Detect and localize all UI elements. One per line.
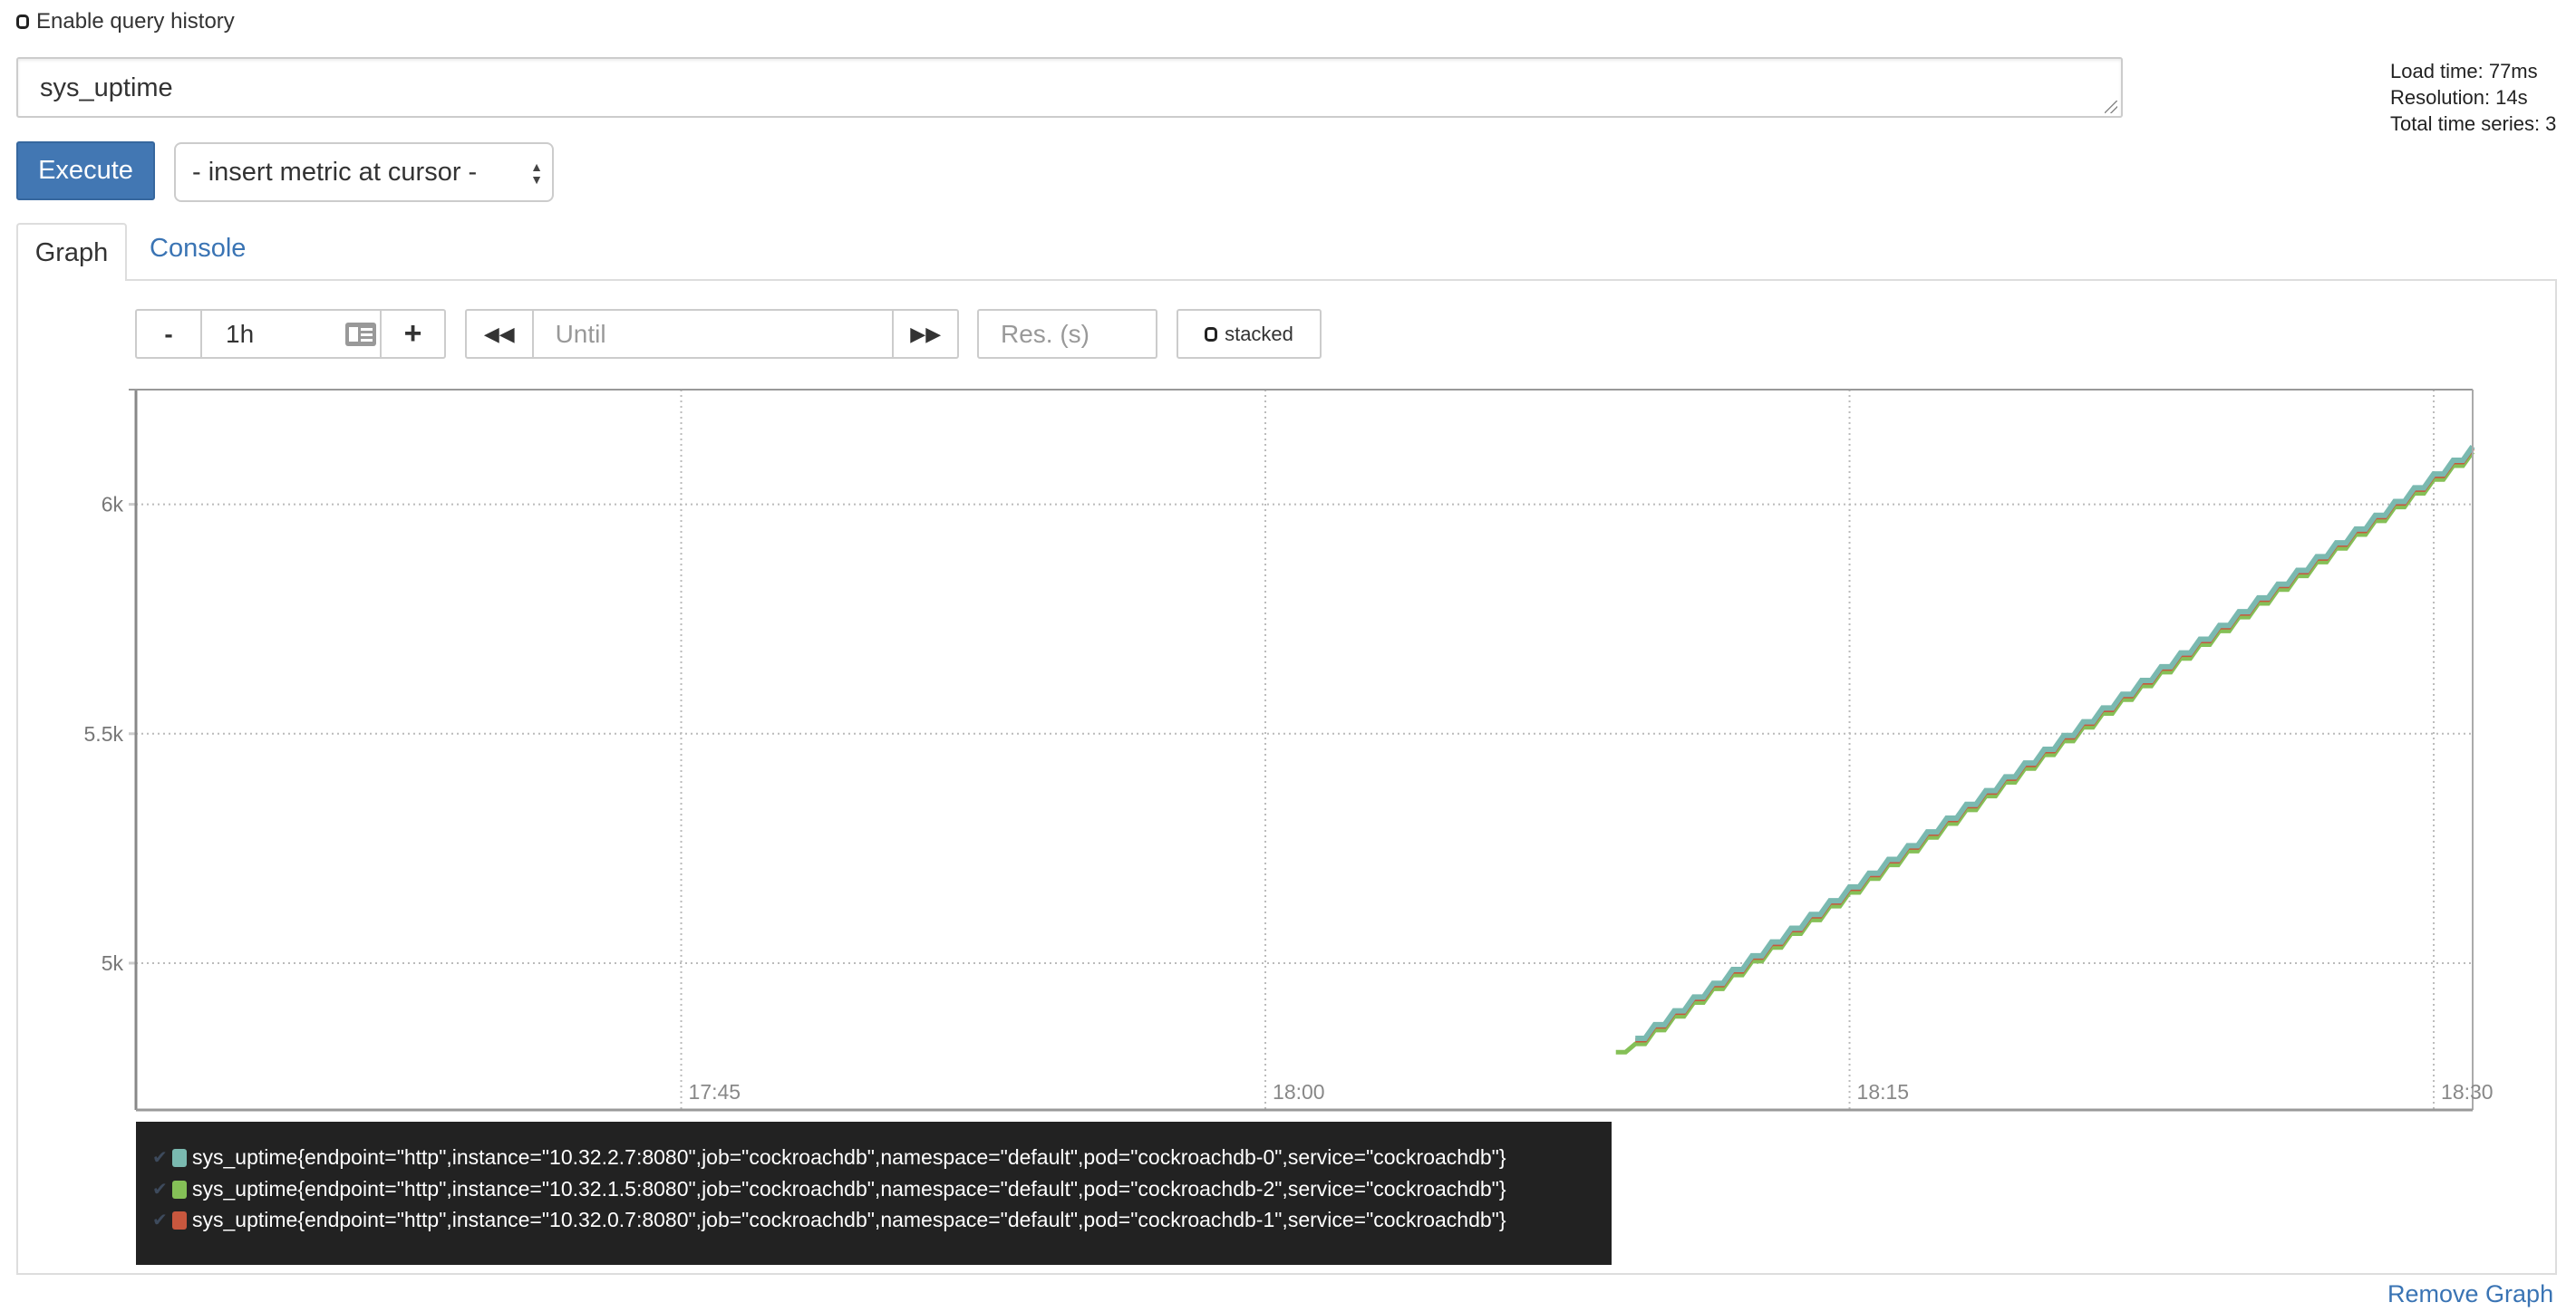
series-swatch <box>172 1148 187 1167</box>
until-control: ◀◀ Until ▶▶ <box>465 309 959 359</box>
legend-label: sys_uptime{endpoint="http",instance="10.… <box>192 1177 1506 1201</box>
check-icon: ✔ <box>152 1148 168 1168</box>
load-time: Load time: 77ms <box>2390 60 2538 82</box>
tab-graph[interactable]: Graph <box>16 223 127 281</box>
remove-graph-link[interactable]: Remove Graph <box>2387 1280 2554 1307</box>
range-decrease-button[interactable]: - <box>137 311 202 357</box>
expression-input[interactable]: sys_uptime <box>16 57 2123 118</box>
total-series: Total time series: 3 <box>2390 112 2557 135</box>
range-value: 1h <box>226 319 255 348</box>
select-arrows-icon: ▲ ▼ <box>530 159 543 187</box>
fast-forward-icon: ▶▶ <box>910 322 942 345</box>
resolution-input[interactable]: Res. (s) <box>1001 319 1089 348</box>
check-icon: ✔ <box>152 1211 168 1230</box>
calendar-list-icon <box>345 322 376 346</box>
legend-label: sys_uptime{endpoint="http",instance="10.… <box>192 1145 1506 1169</box>
insert-metric-label: - insert metric at cursor - <box>192 157 478 187</box>
resolution: Resolution: 14s <box>2390 86 2528 109</box>
legend-item[interactable]: ✔ sys_uptime{endpoint="http",instance="1… <box>152 1177 1506 1201</box>
query-history-checkbox[interactable] <box>16 14 29 29</box>
legend: ✔ sys_uptime{endpoint="http",instance="1… <box>136 1122 1612 1265</box>
range-input[interactable]: 1h <box>202 311 382 357</box>
stacked-toggle[interactable]: stacked <box>1177 309 1322 359</box>
insert-metric-select[interactable]: - insert metric at cursor - ▲ ▼ <box>174 142 554 202</box>
legend-label: sys_uptime{endpoint="http",instance="10.… <box>192 1208 1506 1231</box>
range-increase-button[interactable]: + <box>403 316 422 351</box>
resize-grip-icon[interactable] <box>2105 101 2117 113</box>
series-swatch <box>172 1211 187 1230</box>
series-swatch <box>172 1180 187 1199</box>
query-stats: Load time: 77ms Resolution: 14s Total ti… <box>2390 58 2556 137</box>
query-history-label: Enable query history <box>36 9 235 34</box>
until-input[interactable]: Until <box>534 311 895 357</box>
stacked-label: stacked <box>1225 322 1293 345</box>
execute-button[interactable]: Execute <box>16 141 155 200</box>
stacked-checkbox[interactable] <box>1205 326 1218 342</box>
expression-value: sys_uptime <box>40 73 173 102</box>
rewind-icon: ◀◀ <box>483 322 515 345</box>
range-control: - 1h + <box>135 309 446 359</box>
stacked-button[interactable]: stacked <box>1178 311 1320 357</box>
resolution-control: Res. (s) <box>977 309 1157 359</box>
rewind-button[interactable]: ◀◀ <box>467 311 534 357</box>
enable-query-history[interactable]: Enable query history <box>16 9 235 34</box>
legend-item[interactable]: ✔ sys_uptime{endpoint="http",instance="1… <box>152 1208 1506 1232</box>
fast-forward-button[interactable]: ▶▶ <box>894 311 957 357</box>
legend-item[interactable]: ✔ sys_uptime{endpoint="http",instance="1… <box>152 1145 1506 1170</box>
graph-panel <box>16 279 2557 1275</box>
check-icon: ✔ <box>152 1180 168 1200</box>
tab-console[interactable]: Console <box>150 234 247 263</box>
